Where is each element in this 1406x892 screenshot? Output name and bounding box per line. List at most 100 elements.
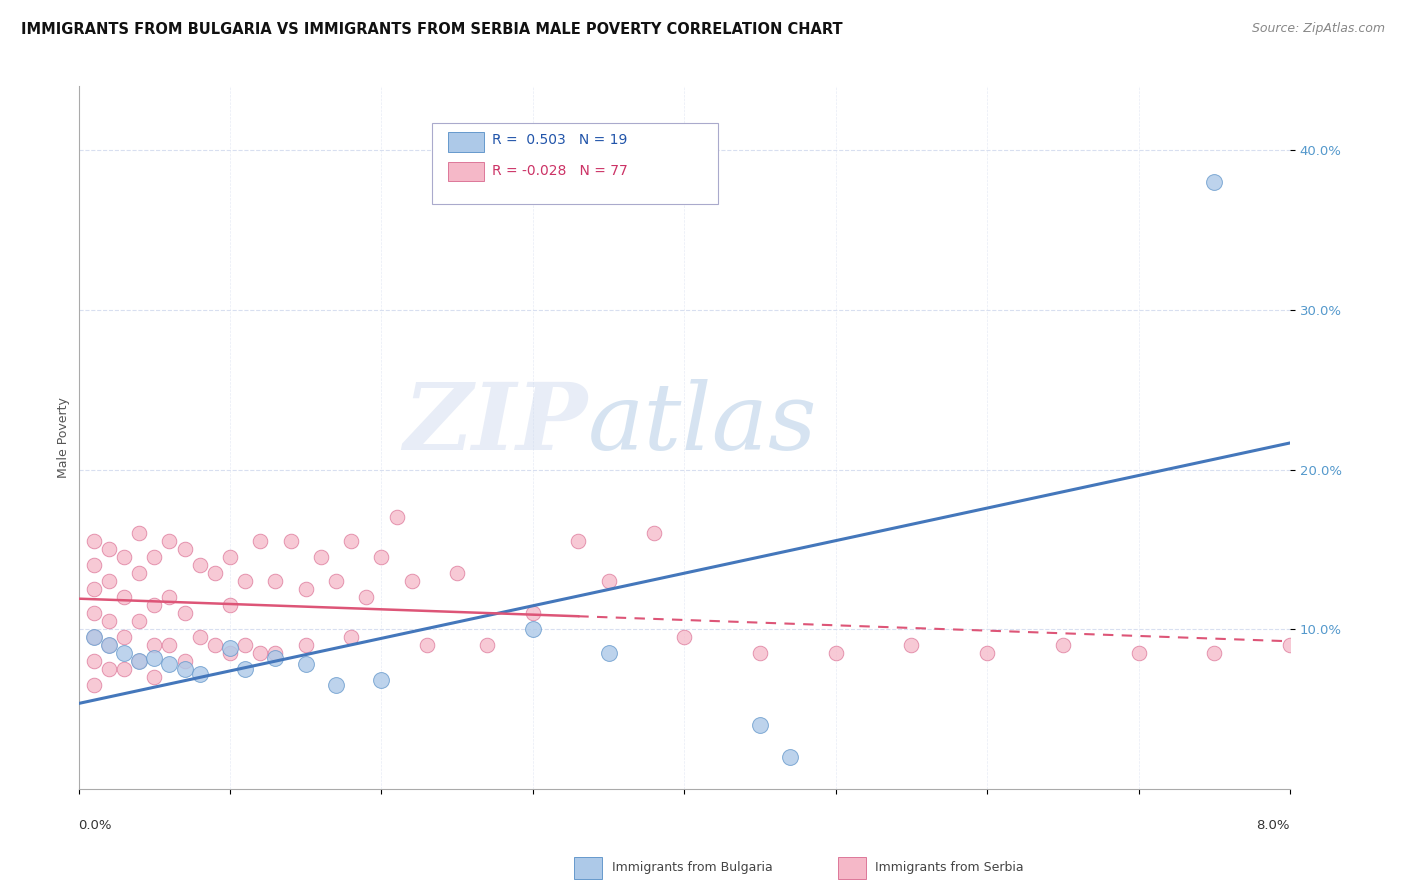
Point [900, 638, 922, 652]
Point [1279, 638, 1302, 652]
Point [976, 646, 998, 660]
Point [128, 614, 150, 628]
Point [219, 641, 242, 656]
Point [219, 550, 242, 565]
Point [673, 630, 696, 644]
Point [143, 599, 166, 613]
Point [294, 657, 316, 672]
Point [598, 574, 620, 589]
Point [157, 534, 180, 549]
Point [83, 630, 105, 644]
Point [112, 550, 135, 565]
Point [1204, 646, 1226, 660]
Point [294, 582, 316, 597]
Y-axis label: Male Poverty: Male Poverty [58, 397, 70, 478]
Text: R = -0.028   N = 77: R = -0.028 N = 77 [492, 163, 627, 178]
Point [233, 638, 256, 652]
Point [325, 678, 347, 692]
Point [143, 670, 166, 684]
Point [157, 657, 180, 672]
Point [567, 534, 589, 549]
Point [1052, 638, 1074, 652]
Point [824, 646, 846, 660]
Point [1385, 646, 1406, 660]
Point [97, 662, 120, 676]
Point [233, 574, 256, 589]
Point [749, 718, 772, 732]
Point [128, 526, 150, 541]
Point [477, 638, 499, 652]
Bar [449, 161, 485, 181]
Point [188, 558, 211, 573]
Point [340, 534, 363, 549]
Point [309, 550, 332, 565]
Point [128, 654, 150, 668]
Point [1309, 646, 1331, 660]
Point [83, 558, 105, 573]
Point [749, 646, 772, 660]
Point [522, 606, 544, 620]
Text: 0.0%: 0.0% [79, 820, 112, 832]
Point [112, 662, 135, 676]
Point [219, 599, 242, 613]
Point [446, 566, 468, 581]
Point [249, 534, 271, 549]
Point [325, 574, 347, 589]
Point [264, 646, 287, 660]
Point [173, 606, 195, 620]
Point [112, 591, 135, 605]
Point [143, 651, 166, 665]
Point [294, 638, 316, 652]
Bar [449, 132, 485, 152]
Text: ZIP: ZIP [404, 378, 588, 468]
Point [83, 678, 105, 692]
Point [173, 662, 195, 676]
Point [157, 638, 180, 652]
Point [188, 630, 211, 644]
Text: Source: ZipAtlas.com: Source: ZipAtlas.com [1251, 22, 1385, 36]
Point [1204, 175, 1226, 189]
Point [97, 574, 120, 589]
Text: R =  0.503   N = 19: R = 0.503 N = 19 [492, 134, 627, 147]
Point [416, 638, 439, 652]
Point [112, 630, 135, 644]
Point [219, 646, 242, 660]
Point [280, 534, 302, 549]
Point [204, 566, 226, 581]
Text: IMMIGRANTS FROM BULGARIA VS IMMIGRANTS FROM SERBIA MALE POVERTY CORRELATION CHAR: IMMIGRANTS FROM BULGARIA VS IMMIGRANTS F… [21, 22, 842, 37]
Point [128, 566, 150, 581]
Text: 8.0%: 8.0% [1257, 820, 1291, 832]
Point [97, 542, 120, 557]
Point [188, 666, 211, 681]
Point [401, 574, 423, 589]
Point [264, 651, 287, 665]
Point [173, 542, 195, 557]
Point [264, 574, 287, 589]
Point [83, 582, 105, 597]
Point [83, 630, 105, 644]
Point [1354, 638, 1376, 652]
Point [83, 654, 105, 668]
Point [97, 638, 120, 652]
Point [385, 510, 408, 524]
Text: atlas: atlas [588, 378, 817, 468]
Point [340, 630, 363, 644]
Point [370, 673, 392, 688]
Point [97, 638, 120, 652]
Text: Immigrants from Serbia: Immigrants from Serbia [875, 861, 1024, 873]
Point [598, 646, 620, 660]
Point [370, 550, 392, 565]
Point [83, 606, 105, 620]
Point [112, 646, 135, 660]
Point [157, 591, 180, 605]
Point [143, 550, 166, 565]
Point [97, 614, 120, 628]
Point [1128, 646, 1150, 660]
Point [204, 638, 226, 652]
Point [233, 662, 256, 676]
Point [249, 646, 271, 660]
Point [643, 526, 665, 541]
Point [143, 638, 166, 652]
Point [354, 591, 377, 605]
Point [173, 654, 195, 668]
